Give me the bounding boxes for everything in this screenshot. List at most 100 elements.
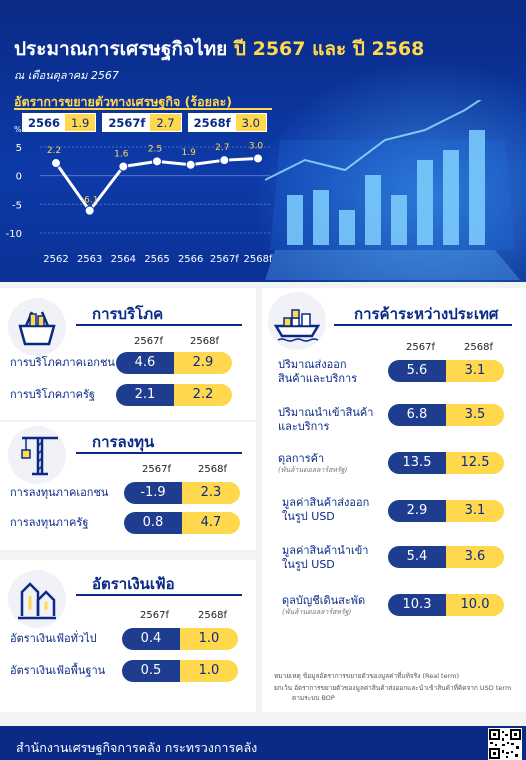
y-tick-label: -10 — [6, 229, 22, 240]
label-line2: และบริการ — [278, 420, 330, 433]
col-header-2567f: 2567f — [406, 342, 435, 353]
x-tick-label: 2564 — [111, 254, 136, 265]
y-axis-unit: % — [14, 125, 22, 134]
hero-banner: ประมาณการเศรษฐกิจไทย ปี 2567 และ ปี 2568… — [0, 0, 526, 282]
investment-underline — [76, 452, 242, 454]
highlight-key: 2568f — [188, 114, 236, 131]
label-line2: สินค้าและบริการ — [278, 372, 358, 385]
label-line1: ปริมาณส่งออก — [278, 358, 347, 371]
data-label: 2.7 — [215, 143, 229, 153]
value-pill: 13.5 12.5 — [388, 452, 504, 474]
col-header-2567f: 2567f — [140, 610, 169, 621]
value-pill: 5.4 3.6 — [388, 546, 504, 568]
highlight-2567f: 2567f 2.7 — [102, 113, 182, 132]
y-tick-label: 0 — [16, 172, 22, 183]
value-2568f: 3.6 — [446, 546, 504, 568]
highlight-value: 2.7 — [150, 114, 181, 131]
value-2568f: 2.2 — [174, 384, 232, 406]
footer-bar: สำนักงานเศรษฐกิจการคลัง กระทรวงการคลัง — [0, 726, 526, 760]
value-2568f: 3.1 — [446, 360, 504, 382]
trade-row-label: ปริมาณส่งออก สินค้าและบริการ — [278, 358, 357, 386]
row-label: อัตราเงินเฟ้อพื้นฐาน — [10, 664, 106, 677]
title-main: ประมาณการเศรษฐกิจไทย — [14, 38, 228, 60]
label-unit: (พันล้านดอลลาร์สหรัฐ) — [278, 466, 348, 474]
col-header-2568f: 2568f — [198, 464, 227, 475]
data-label: 2.2 — [47, 146, 61, 156]
x-tick-label: 2562 — [43, 254, 68, 265]
value-2568f: 10.0 — [446, 594, 504, 616]
value-2567f: -1.9 — [124, 482, 182, 504]
consumption-underline — [76, 324, 242, 326]
row-label: การบริโภคภาคเอกชน — [10, 356, 115, 369]
value-pill: 2.9 3.1 — [388, 500, 504, 522]
row-label: อัตราเงินเฟ้อทั่วไป — [10, 632, 97, 645]
page-title: ประมาณการเศรษฐกิจไทย ปี 2567 และ ปี 2568 — [14, 34, 424, 64]
note-line-2: ยกเว้น อัตราการขยายตัวของมูลค่าสินค้าส่ง… — [274, 684, 512, 692]
col-header-2567f: 2567f — [142, 464, 171, 475]
x-tick-label: 2563 — [77, 254, 102, 265]
consumption-title: การบริโภค — [92, 305, 164, 323]
footer-org-name: สำนักงานเศรษฐกิจการคลัง กระทรวงการคลัง — [16, 740, 258, 755]
data-point — [253, 153, 263, 164]
inflation-panel: อัตราเงินเฟ้อ 2567f 2568f อัตราเงินเฟ้อท… — [0, 560, 256, 712]
x-tick-label: 2567f — [210, 254, 239, 265]
trade-row-label: ปริมาณนำเข้าสินค้า และบริการ — [278, 406, 373, 434]
data-point — [51, 158, 61, 169]
value-2567f: 10.3 — [388, 594, 446, 616]
value-2567f: 0.4 — [122, 628, 180, 650]
value-2568f: 12.5 — [446, 452, 504, 474]
value-pill: 10.3 10.0 — [388, 594, 504, 616]
crane-icon — [8, 426, 66, 484]
trade-row-label: มูลค่าสินค้านำเข้า ในรูป USD — [282, 544, 368, 572]
value-2568f: 1.0 — [180, 660, 238, 682]
inflation-title: อัตราเงินเฟ้อ — [92, 575, 175, 593]
highlight-value: 3.0 — [235, 114, 266, 131]
value-2568f: 1.0 — [180, 628, 238, 650]
value-pill: 2.1 2.2 — [116, 384, 232, 406]
highlight-key: 2566 — [23, 114, 66, 131]
value-pill: 4.6 2.9 — [116, 352, 232, 374]
col-header-2568f: 2568f — [198, 610, 227, 621]
value-2567f: 13.5 — [388, 452, 446, 474]
note-line-3: ตามระบบ BOP — [292, 694, 335, 702]
inflation-arrow-icon — [8, 570, 66, 628]
consumption-panel: การบริโภค 2567f 2568f การบริโภคภาคเอกชน … — [0, 288, 256, 420]
y-tick-label: -5 — [12, 200, 22, 211]
growth-highlights: 2566 1.9 2567f 2.7 2568f 3.0 — [22, 113, 267, 132]
label-line2: ในรูป USD — [282, 510, 335, 523]
data-label: 3.0 — [249, 141, 264, 151]
inflation-underline — [76, 594, 242, 596]
growth-chart-title: อัตราการขยายตัวทางเศรษฐกิจ (ร้อยละ) — [14, 94, 233, 109]
data-label: 2.5 — [148, 144, 162, 154]
label-line1: ดุลบัญชีเดินสะพัด — [282, 594, 366, 607]
bar-graph-illustration — [265, 100, 520, 280]
highlight-key: 2567f — [103, 114, 151, 131]
trade-row-label: ดุลบัญชีเดินสะพัด (พันล้านดอลลาร์สหรัฐ) — [282, 594, 365, 617]
data-point — [185, 159, 196, 170]
value-2568f: 3.5 — [446, 404, 504, 426]
trade-title: การค้าระหว่างประเทศ — [354, 305, 499, 323]
title-years: ปี 2567 และ ปี 2568 — [233, 38, 425, 60]
col-header-2567f: 2567f — [134, 336, 163, 347]
highlight-value: 1.9 — [65, 114, 96, 131]
data-point — [152, 156, 162, 167]
growth-line-chart: % 5 0 -5 -10 2.2 2562 -6.1 2563 1.6 2564 2.5 2565 1.9… — [6, 125, 273, 265]
x-tick-label: 2568f — [244, 254, 273, 265]
x-tick-label: 2565 — [144, 254, 169, 265]
row-label: การบริโภคภาครัฐ — [10, 388, 95, 401]
data-label: 1.6 — [114, 149, 129, 159]
data-point — [219, 155, 230, 166]
value-pill: 0.4 1.0 — [122, 628, 238, 650]
investment-panel: การลงทุน 2567f 2568f การลงทุนภาคเอกชน -1… — [0, 422, 256, 550]
value-2567f: 0.5 — [122, 660, 180, 682]
value-2568f: 3.1 — [446, 500, 504, 522]
label-line1: ปริมาณนำเข้าสินค้า — [278, 406, 374, 419]
value-pill: 6.8 3.5 — [388, 404, 504, 426]
highlight-2566: 2566 1.9 — [22, 113, 97, 132]
qr-code-icon[interactable] — [488, 728, 522, 760]
basket-icon — [8, 298, 66, 356]
label-line1: มูลค่าสินค้านำเข้า — [282, 544, 369, 557]
value-2567f: 2.9 — [388, 500, 446, 522]
value-2567f: 6.8 — [388, 404, 446, 426]
note-line-1: หมายเหตุ ข้อมูลอัตราการขยายตัวของมูลค่าท… — [274, 672, 460, 680]
